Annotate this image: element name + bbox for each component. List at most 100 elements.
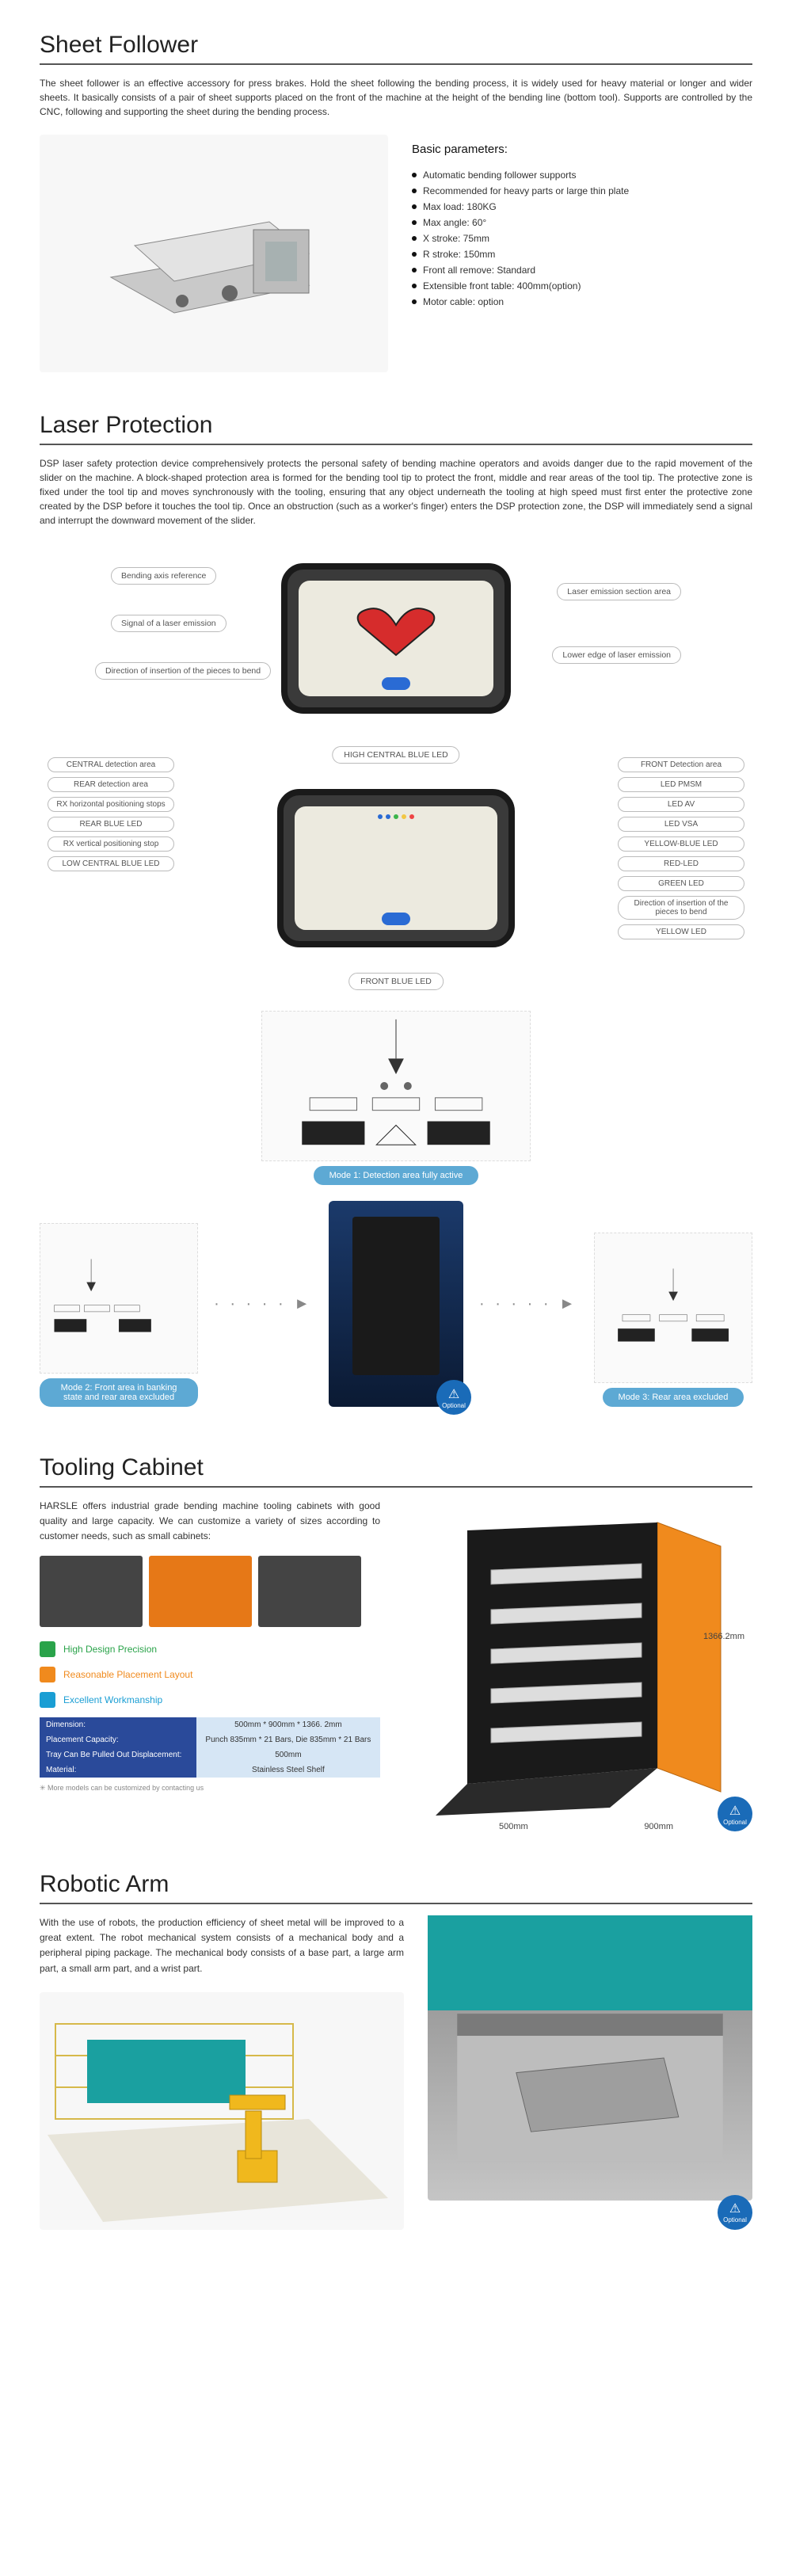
cabinet-photos: [40, 1556, 380, 1627]
arrow-separator-icon: · · · · · ►: [479, 1295, 578, 1313]
optional-label: Optional: [442, 1402, 466, 1409]
diag2-label: GREEN LED: [618, 876, 744, 891]
mode2-caption: Mode 2: Front area in banking state and …: [40, 1378, 198, 1407]
feature-row: Reasonable Placement Layout: [40, 1667, 380, 1682]
diag1-label: Laser emission section area: [557, 583, 681, 600]
diag2-label: Direction of insertion of the pieces to …: [618, 896, 744, 920]
param-item: Front all remove: Standard: [412, 262, 752, 278]
feature-label: High Design Precision: [63, 1644, 157, 1655]
diag2-label: RX vertical positioning stop: [48, 836, 174, 852]
sheet-follower-desc: The sheet follower is an effective acces…: [40, 76, 752, 119]
spec-key: Placement Capacity:: [40, 1732, 196, 1747]
section-tooling-cabinet: Tooling Cabinet HARSLE offers industrial…: [40, 1454, 752, 1831]
spec-key: Dimension:: [40, 1717, 196, 1732]
dim-width1: 500mm: [499, 1822, 528, 1831]
diag2-label: LOW CENTRAL BLUE LED: [48, 856, 174, 871]
spec-val: 500mm * 900mm * 1366. 2mm: [196, 1717, 380, 1732]
sheet-follower-title: Sheet Follower: [40, 32, 752, 59]
diag2-label: REAR detection area: [48, 777, 174, 792]
feature-row: Excellent Workmanship: [40, 1692, 380, 1708]
parameters-panel: Basic parameters: Automatic bending foll…: [412, 135, 752, 372]
modes-row: Mode 2: Front area in banking state and …: [40, 1201, 752, 1407]
press-brake-image: [428, 1915, 752, 2201]
spec-table: Dimension:500mm * 900mm * 1366. 2mm Plac…: [40, 1717, 380, 1778]
mode1-caption: Mode 1: Detection area fully active: [314, 1166, 479, 1185]
diag1-label: Signal of a laser emission: [111, 615, 227, 632]
section-sheet-follower: Sheet Follower The sheet follower is an …: [40, 32, 752, 372]
laser-diagram-2: HIGH CENTRAL BLUE LED CENTRAL detection …: [48, 749, 744, 987]
screen-icon: [281, 563, 511, 714]
mode1-container: Mode 1: Detection area fully active: [40, 1011, 752, 1185]
table-row: Dimension:500mm * 900mm * 1366. 2mm: [40, 1717, 380, 1732]
spec-key: Tray Can Be Pulled Out Displacement:: [40, 1747, 196, 1762]
machine-illustration: [87, 182, 341, 325]
arrow-separator-icon: · · · · · ►: [214, 1295, 313, 1313]
led-dots-icon: [295, 806, 497, 819]
param-item: Max load: 180KG: [412, 199, 752, 215]
spec-val: 500mm: [196, 1747, 380, 1762]
param-item: X stroke: 75mm: [412, 231, 752, 246]
optional-label: Optional: [723, 1819, 747, 1826]
diag2-label: YELLOW-BLUE LED: [618, 836, 744, 852]
diag2-label: RX horizontal positioning stops: [48, 797, 174, 812]
diag2-label: RED-LED: [618, 856, 744, 871]
screen-icon: [277, 789, 515, 947]
divider: [40, 1903, 752, 1904]
laser-desc: DSP laser safety protection device compr…: [40, 456, 752, 528]
cabinet-title: Tooling Cabinet: [40, 1454, 752, 1481]
cabinet-photo: [40, 1556, 143, 1627]
diag2-label: LED VSA: [618, 817, 744, 832]
heart-shape-icon: [348, 601, 444, 657]
divider: [40, 63, 752, 65]
param-item: Automatic bending follower supports: [412, 167, 752, 183]
robotic-scene-image: [40, 1992, 404, 2230]
param-item: Motor cable: option: [412, 294, 752, 310]
dim-height: 1366.2mm: [703, 1632, 744, 1641]
table-row: Placement Capacity:Punch 835mm * 21 Bars…: [40, 1732, 380, 1747]
diag2-label: YELLOW LED: [618, 924, 744, 939]
feature-row: High Design Precision: [40, 1641, 380, 1657]
spec-val: Stainless Steel Shelf: [196, 1762, 380, 1778]
mode2-diagram: [40, 1223, 198, 1374]
divider: [40, 444, 752, 445]
diag2-label: FRONT Detection area: [618, 757, 744, 772]
diag2-label: LED PMSM: [618, 777, 744, 792]
sheet-follower-image: [40, 135, 388, 372]
diag2-bottom-label: FRONT BLUE LED: [348, 973, 444, 990]
logo-icon: [382, 677, 410, 690]
diag2-right-labels: FRONT Detection area LED PMSM LED AV LED…: [618, 757, 744, 939]
laser-diagram-1: Bending axis reference Signal of a laser…: [95, 551, 697, 726]
param-item: Recommended for heavy parts or large thi…: [412, 183, 752, 199]
workmanship-icon: [40, 1692, 55, 1708]
param-item: Extensible front table: 400mm(option): [412, 278, 752, 294]
optional-label: Optional: [723, 2216, 747, 2224]
cabinet-image: 1366.2mm 500mm 900mm: [404, 1499, 752, 1831]
cabinet-photo: [149, 1556, 252, 1627]
mode1-diagram: [261, 1011, 531, 1161]
precision-icon: [40, 1641, 55, 1657]
diag1-label: Bending axis reference: [111, 567, 216, 585]
parameters-title: Basic parameters:: [412, 143, 752, 156]
optional-badge-icon: Optional: [436, 1380, 471, 1415]
laser-title: Laser Protection: [40, 412, 752, 439]
diag2-top-label: HIGH CENTRAL BLUE LED: [332, 746, 459, 764]
spec-key: Material:: [40, 1762, 196, 1778]
spec-val: Punch 835mm * 21 Bars, Die 835mm * 21 Ba…: [196, 1732, 380, 1747]
diag2-label: CENTRAL detection area: [48, 757, 174, 772]
diag1-label: Lower edge of laser emission: [552, 646, 681, 664]
diag2-label: REAR BLUE LED: [48, 817, 174, 832]
table-row: Tray Can Be Pulled Out Displacement:500m…: [40, 1747, 380, 1762]
mode3-caption: Mode 3: Rear area excluded: [603, 1388, 744, 1407]
dsp-device-image: [329, 1201, 463, 1407]
section-robotic-arm: Robotic Arm With the use of robots, the …: [40, 1871, 752, 2230]
diag2-label: LED AV: [618, 797, 744, 812]
parameters-list: Automatic bending follower supports Reco…: [412, 167, 752, 310]
feature-label: Excellent Workmanship: [63, 1694, 162, 1705]
diag1-label: Direction of insertion of the pieces to …: [95, 662, 271, 680]
robotic-title: Robotic Arm: [40, 1871, 752, 1898]
optional-badge-icon: Optional: [718, 1797, 752, 1831]
optional-badge-icon: Optional: [718, 2195, 752, 2230]
diag2-left-labels: CENTRAL detection area REAR detection ar…: [48, 757, 174, 871]
layout-icon: [40, 1667, 55, 1682]
divider: [40, 1486, 752, 1488]
